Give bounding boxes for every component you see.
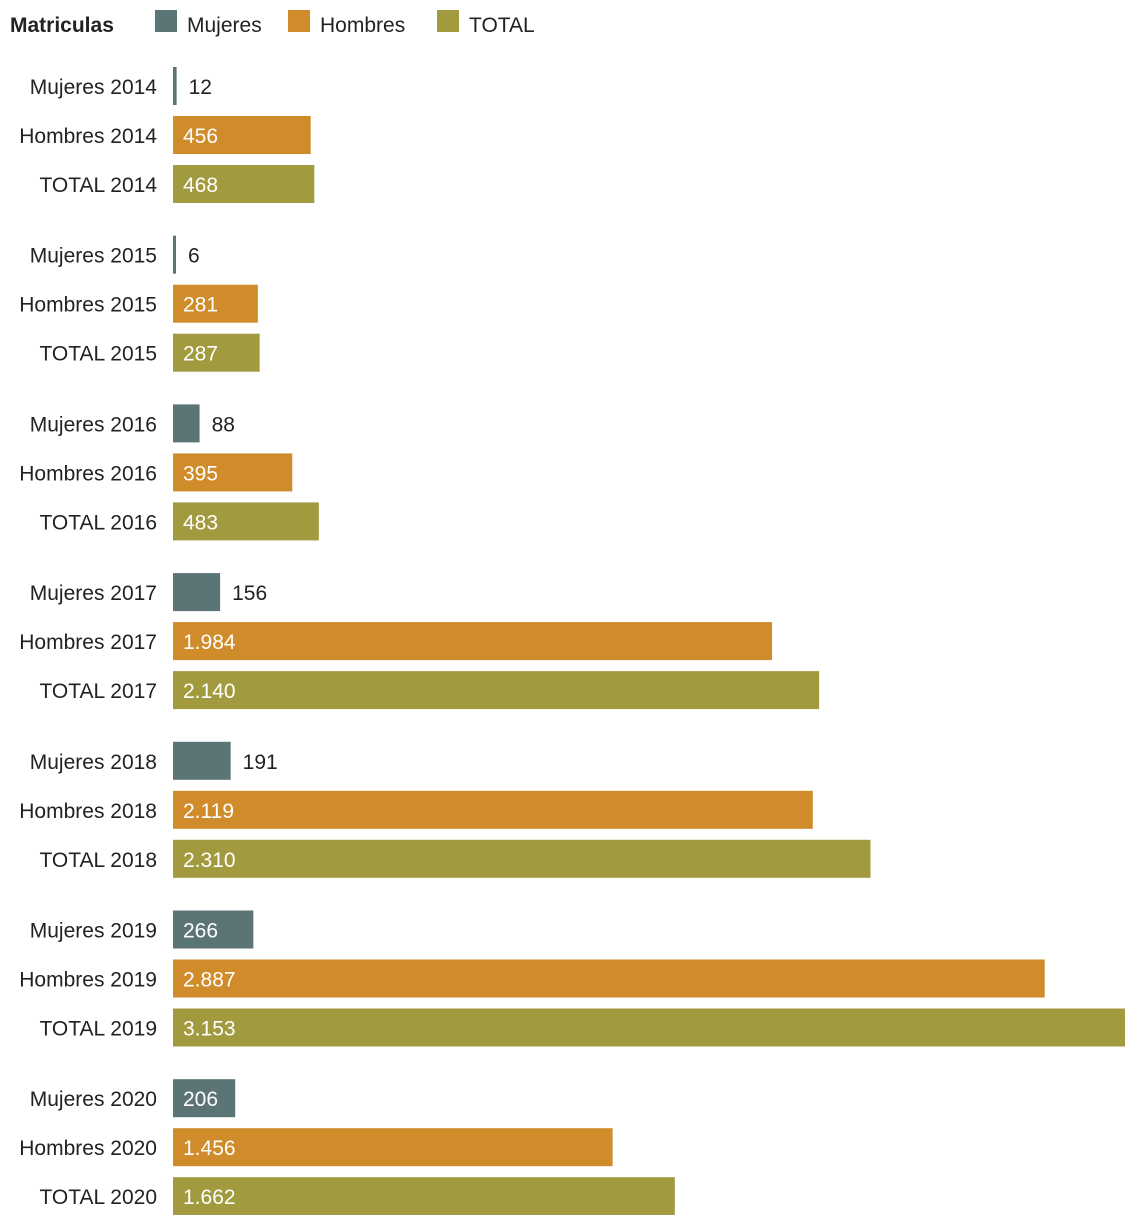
bar-label: TOTAL 2019	[39, 1018, 157, 1041]
data-label: 287	[183, 343, 218, 366]
bar-label: Hombres 2019	[19, 969, 157, 992]
bar-label: Mujeres 2016	[30, 413, 157, 436]
bar-label: Hombres 2014	[19, 125, 157, 148]
legend-items: Mujeres Hombres TOTAL	[155, 10, 535, 37]
data-label: 266	[183, 920, 218, 943]
bar-label: Hombres 2015	[19, 294, 157, 317]
data-label: 281	[183, 294, 218, 317]
data-label: 12	[189, 76, 212, 99]
bar-total	[173, 165, 315, 203]
bar-label: Mujeres 2018	[30, 751, 157, 774]
data-label: 456	[183, 125, 218, 148]
data-label: 1.984	[183, 631, 236, 654]
bar-label: Mujeres 2019	[30, 920, 157, 943]
data-label: 206	[183, 1088, 218, 1111]
chart-title: Matriculas	[10, 14, 114, 37]
legend-label-mujeres: Mujeres	[187, 14, 262, 37]
data-label: 483	[183, 511, 218, 534]
bar-total	[173, 333, 260, 372]
data-label: 2.887	[183, 969, 236, 992]
bar-mujeres	[173, 573, 221, 612]
bar-mujeres	[173, 910, 254, 949]
bar-total	[173, 1177, 675, 1215]
data-label: 2.140	[183, 680, 236, 703]
bar-hombres	[173, 790, 813, 829]
bar-label: Mujeres 2014	[30, 76, 158, 99]
data-label: 468	[183, 174, 218, 197]
bar-total	[173, 671, 820, 710]
data-label: 88	[212, 413, 235, 436]
bar-label: TOTAL 2015	[39, 343, 157, 366]
data-label: 1.456	[183, 1137, 236, 1160]
bar-label: Hombres 2017	[19, 631, 157, 654]
data-label: 2.310	[183, 849, 236, 872]
data-label: 2.119	[183, 800, 234, 823]
data-label: 6	[188, 245, 200, 268]
bar-label: TOTAL 2020	[39, 1186, 157, 1209]
bar-label: Hombres 2016	[19, 462, 157, 485]
bar-label: TOTAL 2016	[39, 511, 157, 534]
bar-label: TOTAL 2017	[39, 680, 157, 703]
bar-label: TOTAL 2014	[39, 174, 157, 197]
legend-label-hombres: Hombres	[320, 14, 405, 37]
bar-label: Hombres 2018	[19, 800, 157, 823]
data-label: 156	[232, 582, 267, 605]
bar-mujeres	[173, 1079, 236, 1118]
bar-mujeres	[173, 404, 200, 443]
bar-total	[173, 502, 319, 541]
data-label: 395	[183, 462, 218, 485]
bar-mujeres	[173, 67, 177, 105]
bar-label: Mujeres 2017	[30, 582, 157, 605]
legend-label-total: TOTAL	[469, 14, 535, 37]
bar-hombres	[173, 959, 1045, 998]
bar-label: Hombres 2020	[19, 1137, 157, 1160]
legend-swatch-hombres	[288, 10, 310, 32]
bar-total	[173, 839, 871, 878]
bar-label: Mujeres 2015	[30, 245, 157, 268]
legend-swatch-mujeres	[155, 10, 177, 32]
bar-total	[173, 1008, 1125, 1047]
data-label: 191	[243, 751, 278, 774]
data-label: 1.662	[183, 1186, 236, 1209]
bar-mujeres	[173, 741, 231, 780]
legend-swatch-total	[437, 10, 459, 32]
bar-hombres	[173, 116, 311, 154]
bars: Mujeres 2014 12 Hombres 2014 456 TOTAL 2014 4…	[19, 67, 1125, 1215]
bar-hombres	[173, 284, 258, 323]
bar-hombres	[173, 453, 293, 492]
bar-hombres	[173, 622, 773, 661]
data-label: 3.153	[183, 1018, 236, 1041]
bar-hombres	[173, 1128, 613, 1167]
bar-label: TOTAL 2018	[39, 849, 157, 872]
bar-label: Mujeres 2020	[30, 1088, 157, 1111]
bar-mujeres	[173, 235, 176, 274]
legend: Matriculas Mujeres Hombres TOTAL	[10, 10, 535, 37]
